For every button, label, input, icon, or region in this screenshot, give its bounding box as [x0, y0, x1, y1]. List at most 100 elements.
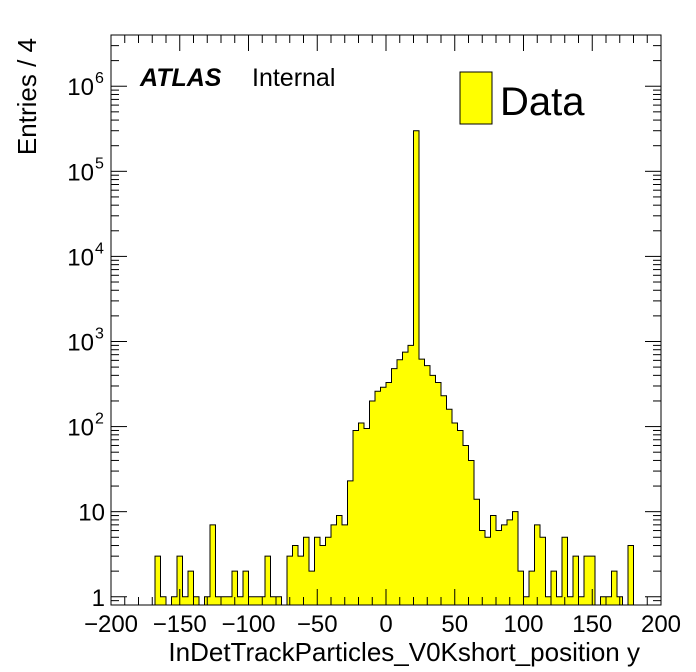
- histogram-bar: [347, 480, 353, 605]
- histogram-bar: [430, 375, 436, 605]
- histogram-bar: [298, 556, 304, 605]
- histogram-bar: [441, 395, 447, 605]
- histogram-bar: [193, 596, 199, 605]
- histogram-bar: [419, 359, 425, 605]
- histogram-bar: [369, 400, 375, 605]
- histogram-bar: [611, 571, 617, 605]
- axis-ticks: [110, 34, 662, 606]
- histogram-bar: [160, 596, 166, 605]
- x-tick-label: −100: [221, 611, 275, 638]
- histogram-bar: [507, 519, 513, 605]
- histogram-bar: [496, 530, 502, 605]
- histogram-bar: [391, 368, 397, 605]
- y-tick-label-base: 10: [67, 74, 94, 101]
- histogram-bar: [413, 130, 419, 606]
- histogram-bar: [314, 537, 320, 605]
- histogram-bar: [545, 596, 551, 605]
- histogram-bar: [287, 556, 293, 605]
- histogram-bar: [463, 445, 469, 605]
- histogram-bar: [270, 596, 276, 605]
- histogram-bar: [589, 556, 595, 605]
- x-tick-label: 50: [441, 611, 468, 638]
- y-tick-label-exponent: 2: [95, 411, 104, 428]
- y-tick-label: 1: [92, 585, 105, 612]
- histogram-bar: [243, 571, 249, 605]
- histogram-bar: [402, 352, 408, 605]
- histogram-bar: [573, 556, 579, 605]
- x-tick-label: 150: [572, 611, 612, 638]
- histogram-bar: [567, 596, 573, 605]
- histogram-bar: [265, 556, 271, 605]
- histogram-bar: [188, 571, 194, 605]
- histogram-bar: [474, 499, 480, 605]
- x-axis-title: InDetTrackParticles_V0Kshort_position y: [168, 637, 640, 667]
- histogram-bar: [424, 365, 430, 605]
- histogram-bar: [457, 430, 463, 605]
- histogram-bar: [628, 545, 634, 605]
- histogram-bar: [518, 571, 524, 605]
- x-tick-label: −50: [297, 611, 338, 638]
- y-axis-title: Entries / 4: [12, 38, 42, 155]
- y-tick-label-exponent: 4: [95, 240, 104, 257]
- y-tick-label: 10 2: [67, 411, 104, 442]
- histogram-bar: [364, 428, 370, 605]
- histogram-bar: [325, 537, 331, 605]
- histogram-bar: [512, 511, 518, 605]
- status-label: Internal: [252, 64, 335, 92]
- y-tick-label: 10 4: [67, 240, 104, 271]
- histogram-bar: [529, 571, 535, 605]
- histogram-bars: [154, 130, 634, 606]
- x-tick-label: −200: [84, 611, 138, 638]
- atlas-label: ATLAS: [139, 64, 222, 92]
- histogram-bar: [375, 391, 381, 605]
- histogram-bar: [336, 515, 342, 605]
- histogram-bar: [540, 537, 546, 605]
- histogram-bar: [171, 596, 177, 605]
- histogram-bar: [501, 524, 507, 605]
- legend-swatch: [459, 71, 493, 125]
- histogram-bar: [606, 596, 612, 605]
- histogram-bar: [556, 596, 562, 605]
- legend-label: Data: [500, 80, 585, 124]
- y-tick-label-base: 10: [67, 415, 94, 442]
- y-tick-label-exponent: 3: [95, 325, 104, 342]
- histogram-bar: [177, 556, 183, 605]
- plot-frame: [110, 34, 662, 606]
- histogram-bar: [600, 596, 606, 605]
- histogram-bar: [397, 359, 403, 605]
- histogram-bar: [215, 596, 221, 605]
- y-tick-label-base: 10: [67, 329, 94, 356]
- y-tick-label: 10 6: [67, 70, 104, 101]
- histogram-bar: [342, 524, 348, 605]
- histogram-bar: [523, 596, 529, 605]
- y-tick-label: 10 5: [67, 155, 104, 186]
- y-tick-label-base: 10: [67, 244, 94, 271]
- y-tick-label-exponent: 6: [95, 70, 104, 87]
- histogram-bar: [182, 596, 188, 605]
- histogram-bar: [452, 423, 458, 605]
- histogram-bar: [303, 537, 309, 605]
- histogram-bar: [534, 524, 540, 605]
- histogram-bar: [446, 409, 452, 605]
- histogram-bar: [232, 571, 238, 605]
- histogram-outline: [154, 130, 634, 605]
- histogram-bar: [562, 537, 568, 605]
- histogram-bar: [248, 596, 254, 605]
- histogram-bar: [435, 382, 441, 605]
- y-tick-label: 10 3: [67, 325, 104, 356]
- histogram-bar: [331, 524, 337, 605]
- histogram-bar: [309, 571, 315, 605]
- histogram-bar: [292, 545, 298, 605]
- histogram-bar: [386, 382, 392, 605]
- x-tick-labels: −200 −150 −100 −50 0 50 100 150 200: [84, 611, 681, 638]
- histogram-bar: [320, 545, 326, 605]
- histogram-bar: [490, 515, 496, 605]
- histogram-bar: [485, 537, 491, 605]
- histogram-bar: [358, 423, 364, 605]
- y-tick-label: 10: [78, 500, 105, 527]
- histogram-bar: [479, 530, 485, 605]
- y-tick-label-exponent: 5: [95, 155, 104, 172]
- histogram-bar: [468, 460, 474, 605]
